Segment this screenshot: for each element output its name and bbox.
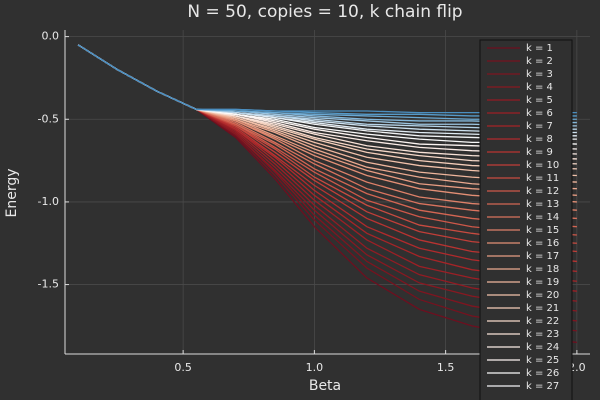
legend-label: k = 16 [526,238,559,249]
y-tick-label: -1.5 [38,278,59,291]
legend-label: k = 17 [526,251,559,262]
legend-label: k = 13 [526,199,559,210]
legend-label: k = 6 [526,108,553,119]
legend-label: k = 5 [526,95,553,106]
legend-label: k = 19 [526,277,559,288]
y-tick-label: -1.0 [38,195,59,208]
legend-label: k = 26 [526,368,559,379]
x-tick-label: 1.0 [306,361,324,374]
legend-label: k = 12 [526,186,559,197]
y-axis-label: Energy [4,168,20,217]
legend-label: k = 7 [526,121,553,132]
legend-label: k = 24 [526,342,559,353]
legend-label: k = 23 [526,329,559,340]
legend-label: k = 3 [526,69,553,80]
legend-label: k = 27 [526,381,559,392]
x-axis-label: Beta [309,378,341,394]
legend-label: k = 8 [526,134,553,145]
legend-label: k = 10 [526,160,559,171]
legend-label: k = 4 [526,82,553,93]
legend-label: k = 9 [526,147,553,158]
y-tick-label: -0.5 [38,112,59,125]
x-tick-label: 1.5 [437,361,455,374]
legend-label: k = 25 [526,355,559,366]
legend-label: k = 11 [526,173,559,184]
legend-label: k = 1 [526,43,553,54]
legend-label: k = 18 [526,264,559,275]
y-tick-label: 0.0 [42,30,60,43]
legend-label: k = 15 [526,225,559,236]
legend-label: k = 20 [526,290,559,301]
legend-label: k = 22 [526,316,559,327]
legend-label: k = 21 [526,303,559,314]
chart-title: N = 50, copies = 10, k chain flip [187,2,462,22]
legend-label: k = 2 [526,56,553,67]
x-tick-label: 0.5 [174,361,192,374]
legend-label: k = 14 [526,212,559,223]
